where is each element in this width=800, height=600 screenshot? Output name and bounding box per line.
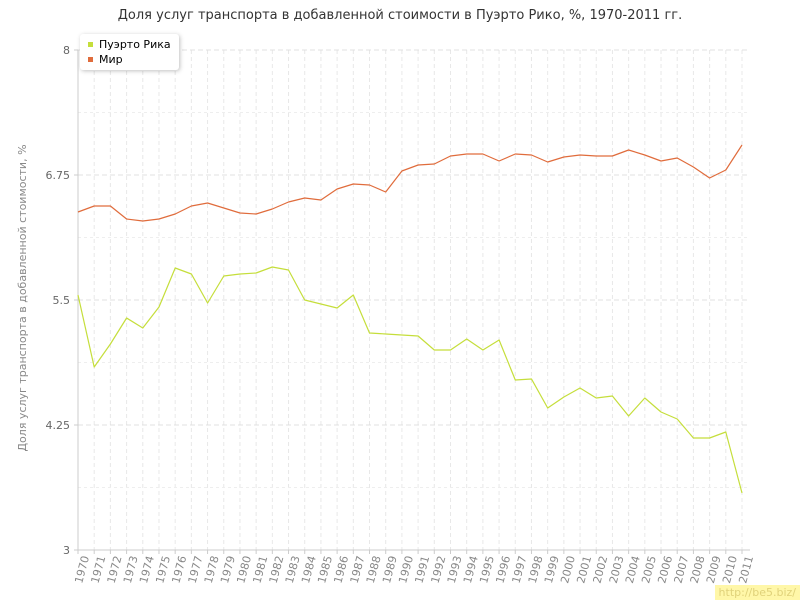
y-tick-label: 3: [63, 544, 70, 557]
legend-swatch-series-1: [88, 42, 93, 47]
legend-label-series-1: Пуэрто Рика: [99, 38, 171, 51]
legend-item-series-1[interactable]: Пуэрто Рика: [88, 37, 171, 52]
y-axis-label: Доля услуг транспорта в добавленной стои…: [16, 144, 29, 451]
grid: [77, 49, 750, 551]
y-tick-label: 6.75: [46, 169, 71, 182]
watermark-link[interactable]: http://be5.biz/: [714, 585, 800, 600]
y-tick-label: 8: [63, 44, 70, 57]
series-line-1[interactable]: [77, 266, 743, 494]
y-tick-label: 5.5: [53, 294, 71, 307]
series-lines: [77, 144, 743, 494]
chart-title: Доля услуг транспорта в добавленной стои…: [117, 8, 683, 23]
legend-swatch-series-2: [88, 57, 93, 62]
axes: 34.255.56.758197019711972197319741975197…: [46, 44, 757, 585]
y-tick-label: 4.25: [46, 419, 71, 432]
legend-label-series-2: Мир: [99, 53, 123, 66]
series-line-2[interactable]: [77, 144, 743, 222]
legend: Пуэрто Рика Мир: [80, 34, 179, 70]
legend-item-series-2[interactable]: Мир: [88, 52, 171, 67]
